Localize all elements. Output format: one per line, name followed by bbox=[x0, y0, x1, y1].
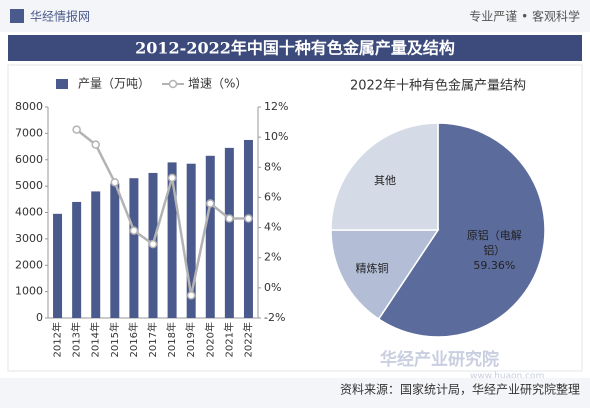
pie-slice bbox=[330, 229, 440, 321]
pie-label: 原铝（电解铝）59.36% bbox=[466, 215, 522, 285]
pie-label: 其他 bbox=[357, 145, 413, 215]
marker bbox=[244, 214, 253, 223]
brand: 华经情报网 bbox=[30, 9, 90, 24]
legend-marker bbox=[168, 79, 178, 89]
x-tick-label: 2017年 bbox=[146, 322, 159, 357]
y-tick-label: 5000 bbox=[15, 179, 43, 192]
title-bar bbox=[8, 35, 582, 61]
marker bbox=[72, 125, 81, 134]
x-tick-label: 2018年 bbox=[165, 322, 178, 357]
bar bbox=[167, 162, 177, 318]
legend-swatch bbox=[56, 79, 68, 89]
x-tick-label: 2016年 bbox=[127, 322, 140, 357]
marker bbox=[129, 226, 139, 235]
marker bbox=[167, 173, 177, 183]
pie-title: 2022年十种有色金属产量结构 bbox=[350, 78, 526, 94]
marker bbox=[186, 291, 196, 300]
y-tick-label: 1000 bbox=[15, 285, 43, 298]
line bbox=[75, 128, 249, 296]
pie-value-label: 59.36% bbox=[473, 258, 516, 272]
y2-tick-label: 8% bbox=[264, 160, 281, 173]
footer-bar bbox=[0, 378, 590, 408]
y-tick-label: 3000 bbox=[15, 232, 43, 245]
y2-tick-label: 6% bbox=[264, 190, 281, 203]
y-tick-label: 4000 bbox=[15, 206, 43, 219]
bar bbox=[110, 183, 120, 318]
y-tick-label: 8000 bbox=[15, 100, 43, 113]
logo bbox=[10, 9, 24, 23]
y-tick-label: 2000 bbox=[15, 258, 43, 271]
bar bbox=[243, 139, 253, 318]
pie-label-box: 精炼铜 bbox=[344, 233, 400, 303]
bar bbox=[224, 147, 234, 318]
x-tick-label: 2012年 bbox=[51, 322, 64, 357]
x-tick-label: 2022年 bbox=[241, 322, 254, 357]
chart-title: 2012-2022年中国十种有色金属产量及结构 bbox=[135, 39, 455, 58]
marker bbox=[225, 214, 234, 223]
marker bbox=[206, 199, 215, 208]
x-tick-label: 2013年 bbox=[70, 322, 83, 357]
legend-label: 增速（%） bbox=[188, 77, 247, 91]
y-tick-label: 7000 bbox=[15, 126, 43, 139]
source: 资料来源：国家统计局，华经产业研究院整理 bbox=[340, 382, 580, 397]
bar bbox=[53, 213, 63, 318]
x-tick-label: 2021年 bbox=[222, 322, 235, 357]
y2-tick-label: 10% bbox=[264, 130, 288, 143]
marker bbox=[91, 140, 100, 149]
pie-category: 原铝（电解铝） bbox=[466, 228, 522, 257]
y2-tick-label: -2% bbox=[264, 311, 285, 324]
x-tick-label: 2020年 bbox=[203, 322, 216, 357]
watermark-url: www.huaon.com bbox=[470, 372, 544, 382]
y2-tick-label: 4% bbox=[264, 221, 281, 234]
x-tick-label: 2019年 bbox=[184, 322, 197, 357]
bar bbox=[205, 155, 215, 318]
bar bbox=[72, 201, 82, 318]
bar bbox=[129, 178, 139, 318]
pie-label-box: 其他 bbox=[357, 145, 413, 215]
marker bbox=[148, 239, 158, 249]
pie-category: 其他 bbox=[374, 173, 397, 187]
y-tick-label: 0 bbox=[36, 311, 43, 324]
pie-category: 精炼铜 bbox=[355, 261, 389, 275]
pie-label-box: 原铝（电解铝） 59.36% bbox=[466, 215, 522, 285]
y2-tick-label: 12% bbox=[264, 100, 288, 113]
slogan: 专业严谨 • 客观科学 bbox=[469, 9, 580, 24]
watermark: 华经产业研究院 bbox=[380, 349, 499, 370]
header-bar bbox=[0, 0, 590, 32]
x-tick-label: 2014年 bbox=[89, 322, 102, 357]
pie-label: 精炼铜 bbox=[344, 233, 400, 303]
bar bbox=[186, 163, 196, 318]
pie-slice bbox=[330, 122, 439, 231]
pie-slice bbox=[377, 122, 546, 338]
y-tick-label: 6000 bbox=[15, 153, 43, 166]
legend-label: 产量（万吨） bbox=[78, 77, 150, 91]
y2-tick-label: 0% bbox=[264, 281, 281, 294]
marker bbox=[110, 178, 120, 187]
x-tick-label: 2015年 bbox=[108, 322, 121, 357]
y2-tick-label: 2% bbox=[264, 251, 281, 264]
bar bbox=[91, 191, 101, 318]
